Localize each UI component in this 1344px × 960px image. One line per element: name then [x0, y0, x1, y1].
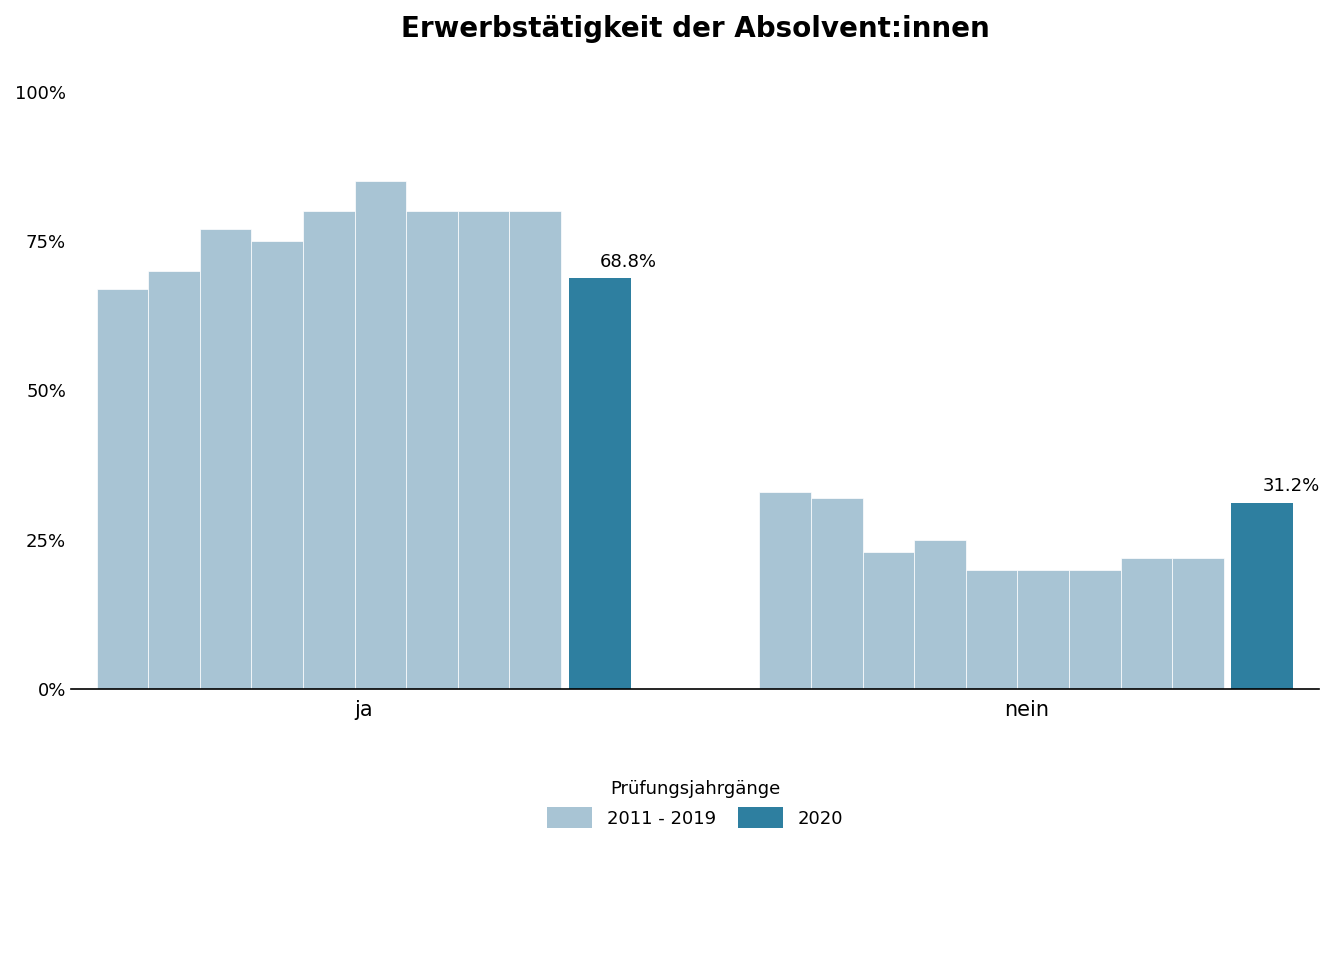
- Legend: 2011 - 2019, 2020: 2011 - 2019, 2020: [540, 773, 849, 835]
- Bar: [966, 569, 1017, 689]
- Bar: [810, 498, 863, 689]
- Bar: [406, 211, 458, 689]
- Bar: [863, 552, 914, 689]
- Bar: [759, 492, 810, 689]
- Bar: [302, 211, 355, 689]
- Bar: [1231, 503, 1293, 689]
- Text: 31.2%: 31.2%: [1262, 477, 1320, 495]
- Text: 68.8%: 68.8%: [599, 253, 657, 271]
- Bar: [569, 278, 630, 689]
- Bar: [200, 229, 251, 689]
- Bar: [914, 540, 966, 689]
- Bar: [97, 289, 148, 689]
- Bar: [1121, 558, 1172, 689]
- Bar: [355, 181, 406, 689]
- Bar: [1172, 558, 1223, 689]
- Bar: [1068, 569, 1121, 689]
- Bar: [1017, 569, 1068, 689]
- Bar: [509, 211, 560, 689]
- Title: Erwerbstätigkeit der Absolvent:innen: Erwerbstätigkeit der Absolvent:innen: [401, 15, 989, 43]
- Bar: [251, 241, 302, 689]
- Bar: [148, 271, 200, 689]
- Bar: [458, 211, 509, 689]
